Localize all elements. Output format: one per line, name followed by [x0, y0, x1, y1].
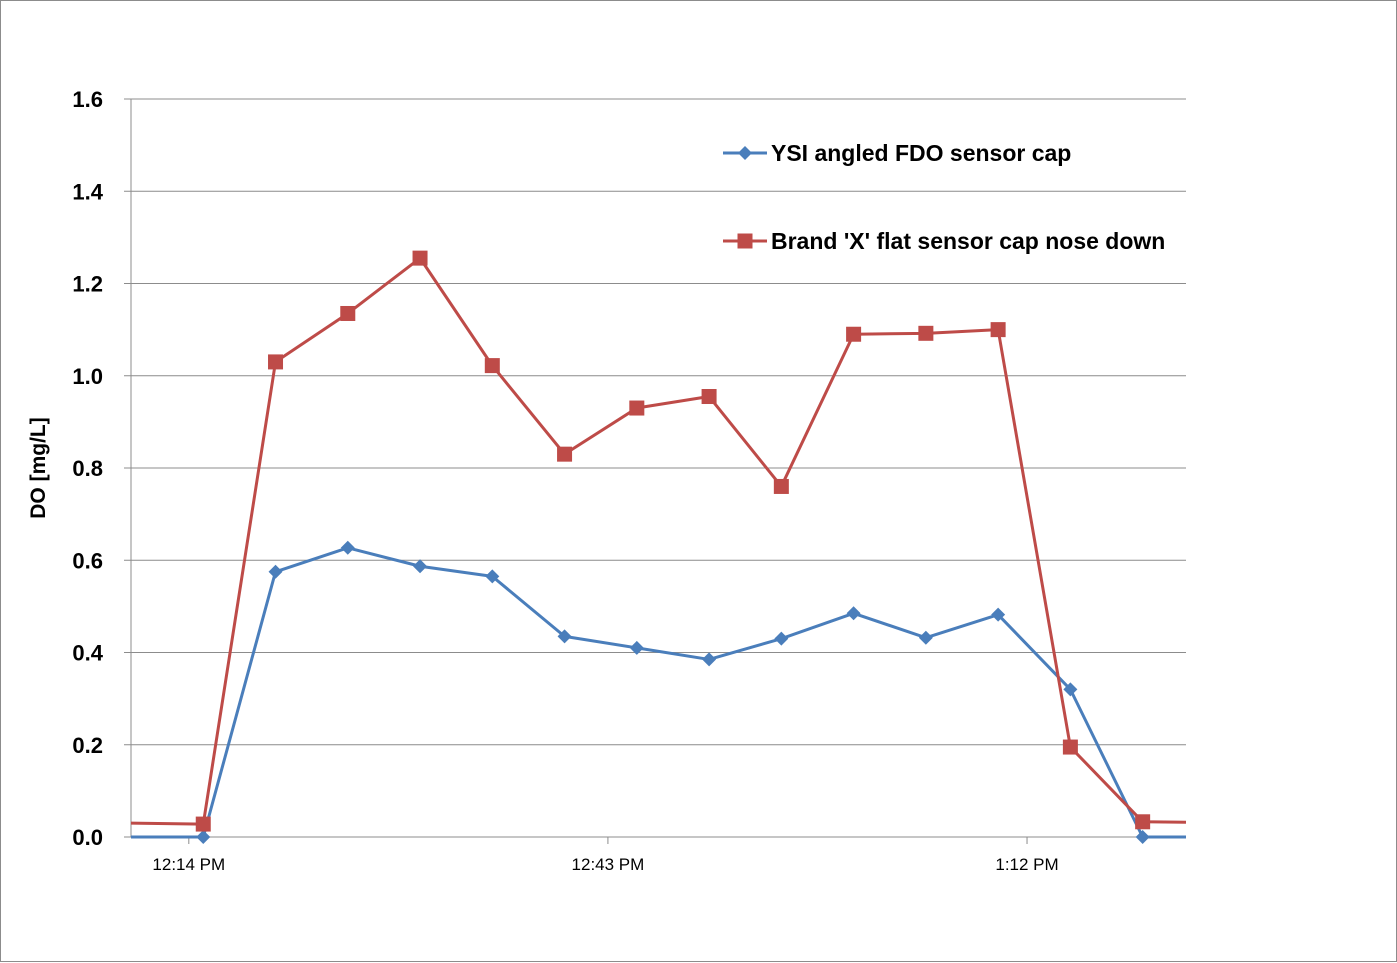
legend-item-1: YSI angled FDO sensor cap: [723, 140, 1071, 166]
data-point-diamond: [774, 631, 789, 646]
x-tick-label: 1:12 PM: [995, 855, 1058, 874]
legend-marker-diamond: [738, 146, 752, 160]
data-point-diamond: [846, 606, 861, 621]
x-tick-labels: 12:14 PM 12:43 PM 1:12 PM: [152, 837, 1059, 874]
y-tick-label: 1.0: [72, 364, 103, 389]
data-point-square: [557, 446, 573, 462]
series-line: [131, 546, 1186, 839]
series-layer: [130, 250, 1187, 844]
legend-item-2: Brand 'X' flat sensor cap nose down: [723, 228, 1165, 254]
data-point-diamond: [268, 564, 283, 579]
y-tick-label: 1.6: [72, 87, 103, 112]
data-point-diamond: [1063, 682, 1078, 697]
data-point-square: [412, 250, 428, 266]
y-axis-label: DO [mg/L]: [27, 417, 50, 518]
y-tick-label: 1.4: [72, 179, 103, 204]
data-point-diamond: [413, 559, 428, 574]
axes: [130, 99, 1186, 838]
data-point-diamond: [629, 640, 644, 655]
y-tick-label: 1.2: [72, 272, 103, 297]
y-tick-label: 0.2: [72, 733, 103, 758]
data-point-diamond: [918, 630, 933, 645]
data-point-diamond: [557, 629, 572, 644]
data-point-square: [629, 400, 645, 416]
y-tick-label: 0.8: [72, 456, 103, 481]
y-tick-label: 0.4: [72, 641, 103, 666]
data-point-square: [1062, 739, 1078, 755]
data-point-square: [701, 389, 717, 405]
data-point-square: [340, 305, 356, 321]
legend-label: YSI angled FDO sensor cap: [771, 140, 1071, 166]
y-tick-labels: 0.0 0.2 0.4 0.6 0.8 1.0 1.2 1.4 1.6: [72, 87, 103, 850]
data-point-square: [484, 358, 500, 374]
data-point-diamond: [340, 540, 355, 555]
series-1: [131, 540, 1186, 844]
legend: YSI angled FDO sensor cap Brand 'X' flat …: [723, 140, 1165, 254]
data-point-square: [1135, 814, 1151, 830]
data-point-diamond: [991, 607, 1006, 622]
series-line: [130, 256, 1187, 826]
legend-marker-square: [737, 233, 753, 249]
data-point-square: [268, 354, 284, 370]
data-point-square: [773, 478, 789, 494]
data-point-square: [918, 325, 934, 341]
y-tick-label: 0.6: [72, 548, 103, 573]
data-point-diamond: [702, 652, 717, 667]
data-point-square: [195, 816, 211, 832]
series-2: [130, 250, 1187, 832]
data-point-diamond: [1135, 830, 1150, 844]
data-point-diamond: [196, 830, 211, 844]
gridlines: [124, 98, 1186, 838]
legend-label: Brand 'X' flat sensor cap nose down: [771, 228, 1165, 254]
data-point-square: [846, 326, 862, 342]
x-tick-label: 12:14 PM: [152, 855, 225, 874]
y-tick-label: 0.0: [72, 825, 103, 850]
x-tick-label: 12:43 PM: [572, 855, 645, 874]
data-point-square: [990, 322, 1006, 338]
data-point-diamond: [485, 569, 500, 584]
